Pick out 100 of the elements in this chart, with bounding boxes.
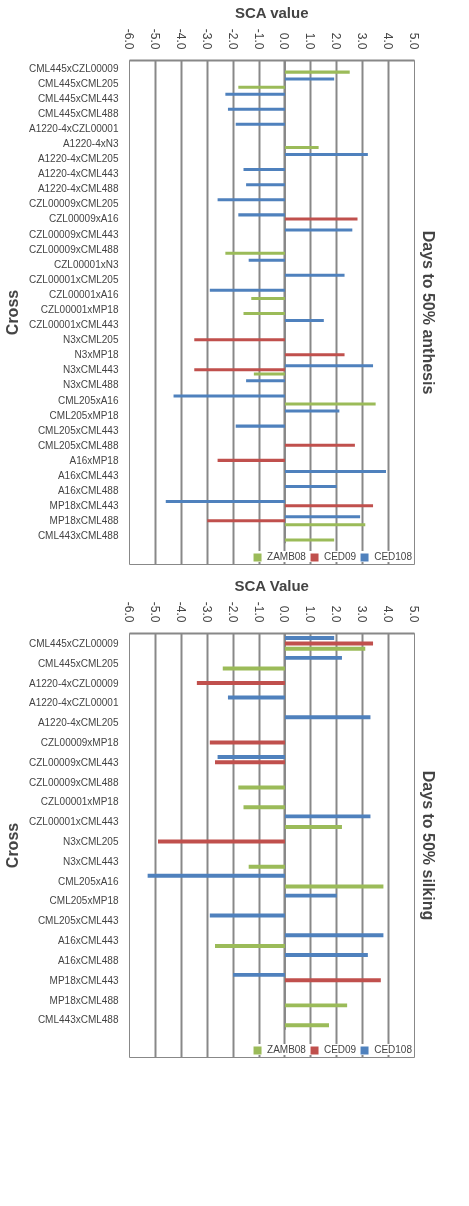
bar xyxy=(284,1003,348,1008)
bar xyxy=(284,953,368,958)
bar xyxy=(225,251,285,255)
y-tick-label: CML445xCML205 xyxy=(37,657,119,669)
y-tick-label: N3xCML443 xyxy=(62,855,119,867)
bar xyxy=(235,122,285,126)
bar xyxy=(284,933,384,938)
x-tick-label: 2.0 xyxy=(329,605,344,623)
y-tick-label: CZL00001xA16 xyxy=(49,288,119,300)
bar xyxy=(217,754,285,759)
y-tick-label: CZL00009xMP18 xyxy=(40,736,119,748)
y-tick-label: A1220-4xCML488 xyxy=(37,183,119,195)
y-tick-label: N3xCML443 xyxy=(62,364,119,376)
y-tick-label: A16xCML488 xyxy=(57,485,119,497)
bar xyxy=(215,760,285,765)
bar xyxy=(222,666,285,671)
x-tick-label: -3.0 xyxy=(199,601,214,623)
bar xyxy=(225,92,285,96)
legend-label: ZAMB08 xyxy=(267,551,306,562)
y-tick-label: CML205xA16 xyxy=(57,394,119,406)
bar xyxy=(284,217,358,221)
y-tick-label: A16xMP18 xyxy=(69,454,119,466)
bar xyxy=(284,646,366,651)
y-tick-label: A16xCML443 xyxy=(57,469,119,481)
y-tick-label: CZL00009xA16 xyxy=(49,213,119,225)
x-tick-label: -5.0 xyxy=(147,601,162,623)
x-tick-label: -2.0 xyxy=(225,28,240,50)
y-tick-label: CML205xMP18 xyxy=(49,409,119,421)
y-tick-label: CZL00001xMP18 xyxy=(40,796,119,808)
x-tick-label: -3.0 xyxy=(199,28,214,50)
bar xyxy=(158,839,285,844)
y-tick-label: MP18xCML488 xyxy=(49,994,119,1006)
y-tick-label: A1220-4xCML443 xyxy=(37,168,119,180)
bar xyxy=(284,504,374,508)
y-tick-label: CZL00001xCML443 xyxy=(29,816,119,828)
bar xyxy=(284,1023,329,1028)
y-tick-label: MP18xCML443 xyxy=(49,974,119,986)
text: Days to 50% anthesis xyxy=(419,230,437,395)
y-tick-label: CZL00009xCML488 xyxy=(29,243,119,255)
y-tick-label: CZL00009xCML443 xyxy=(29,228,119,240)
bar xyxy=(284,469,386,473)
y-tick-label: CML443xCML488 xyxy=(37,1014,119,1026)
bar xyxy=(246,379,285,383)
bar xyxy=(284,641,374,646)
bar xyxy=(284,893,337,898)
y-tick-label: A1220-4xCZL00001 xyxy=(28,122,119,134)
bar xyxy=(243,168,285,172)
y-tick-label: CML205xCML443 xyxy=(37,424,119,436)
x-tick-label: 4.0 xyxy=(381,605,396,623)
bar xyxy=(209,288,285,292)
bar xyxy=(284,515,361,519)
y-tick-label: CZL00001xN3 xyxy=(54,258,119,270)
x-tick-label: -1.0 xyxy=(251,28,266,50)
bar xyxy=(238,213,285,217)
x-tick-label: 4.0 xyxy=(381,32,396,50)
bar xyxy=(284,353,345,357)
y-tick-label: CZL00009xCML443 xyxy=(29,756,119,768)
y-tick-label: CML205xCML488 xyxy=(37,439,119,451)
x-tick-label: 5.0 xyxy=(407,32,421,50)
bar xyxy=(284,70,350,74)
legend-label: ZAMB08 xyxy=(267,1044,306,1055)
bar xyxy=(284,153,368,157)
x-tick-label: 2.0 xyxy=(329,32,344,50)
y-tick-label: A1220-4xN3 xyxy=(62,137,119,149)
x-tick-label: -4.0 xyxy=(173,601,188,623)
x-tick-label: 0.0 xyxy=(277,32,292,50)
x-tick-label: 0.0 xyxy=(277,605,292,623)
y-axis-title: Cross xyxy=(3,822,21,869)
y-tick-label: CML205xA16 xyxy=(57,875,119,887)
bar xyxy=(235,424,285,428)
legend-label: CED09 xyxy=(323,1044,357,1055)
y-tick-label: CZL00009xCML488 xyxy=(29,776,119,788)
y-axis-title: Cross xyxy=(3,289,21,336)
y-tick-label: A1220-4xCML205 xyxy=(37,717,119,729)
bar xyxy=(238,85,285,89)
bar xyxy=(243,805,285,810)
y-tick-label: CML445xCML488 xyxy=(37,107,119,119)
x-tick-label: -5.0 xyxy=(147,28,162,50)
y-tick-label: N3xMP18 xyxy=(74,349,119,361)
bar xyxy=(196,681,285,686)
y-tick-label: CML445xCML443 xyxy=(37,92,119,104)
y-tick-label: CZL00001xCML443 xyxy=(29,319,119,331)
legend-label: CED108 xyxy=(374,551,412,562)
y-tick-label: CZL00001xCML205 xyxy=(29,273,119,285)
x-tick-label: -6.0 xyxy=(122,28,136,50)
x-tick-label: -4.0 xyxy=(173,28,188,50)
x-tick-label: -2.0 xyxy=(225,601,240,623)
x-tick-label: 1.0 xyxy=(303,32,318,50)
bar xyxy=(284,715,371,720)
y-tick-label: MP18xCML488 xyxy=(49,515,119,527)
bar xyxy=(284,814,371,819)
bar xyxy=(284,318,324,323)
bar xyxy=(217,198,285,202)
bar xyxy=(284,636,335,641)
bar xyxy=(284,978,381,983)
bar xyxy=(194,338,285,342)
y-tick-label: N3xCML205 xyxy=(62,334,119,346)
bar xyxy=(284,523,366,527)
text: Days to 50% silking xyxy=(419,770,437,921)
x-tick-label: 3.0 xyxy=(355,32,370,50)
